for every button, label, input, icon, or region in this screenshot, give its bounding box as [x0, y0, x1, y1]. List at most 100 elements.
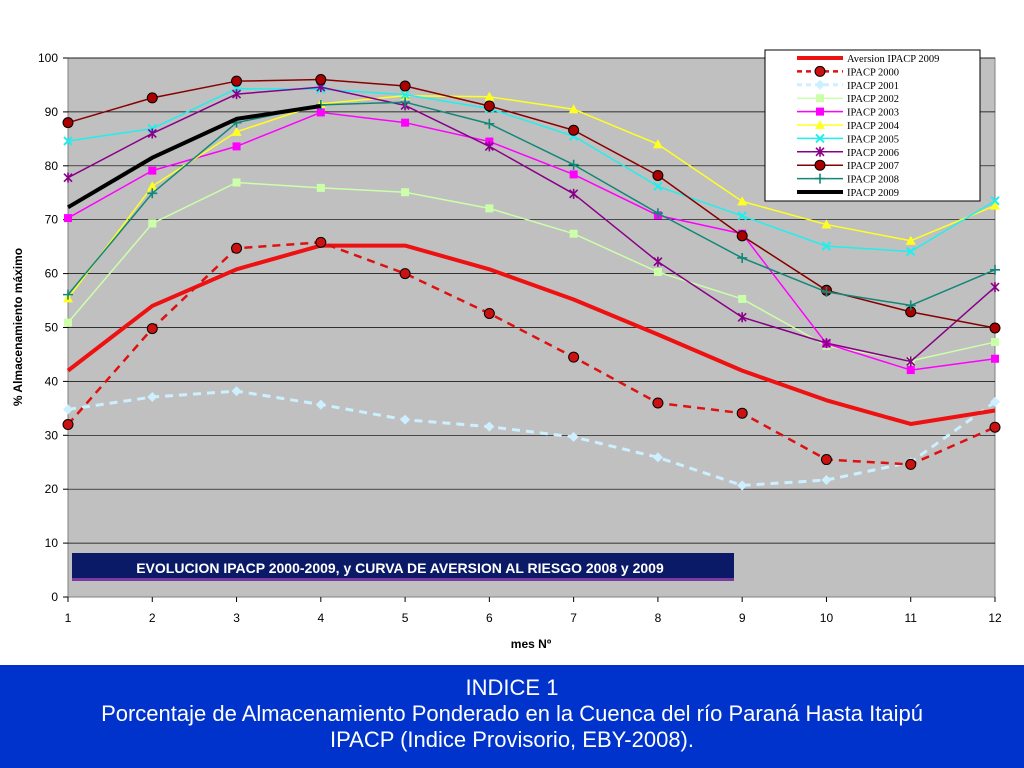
data-point [736, 407, 748, 419]
data-point [737, 480, 748, 491]
data-point [485, 204, 494, 213]
legend-marker [814, 65, 826, 77]
data-point [63, 172, 73, 183]
y-tick-label-10: 10 [45, 536, 59, 550]
data-point [146, 323, 158, 335]
data-point [316, 183, 325, 192]
data-point [315, 399, 326, 410]
legend-label: IPACP 2007 [847, 161, 899, 172]
legend-marker [815, 79, 825, 90]
data-point [821, 241, 832, 251]
x-tick-label-1: 1 [65, 611, 72, 625]
data-point [906, 356, 916, 367]
series-aversion-ipacp-2009 [66, 243, 996, 426]
data-point [652, 139, 663, 149]
series-line [67, 111, 996, 371]
x-axis-ticks: 1 2 3 4 5 6 7 8 9 10 11 12 [65, 597, 1002, 625]
legend-item: IPACP 2002 [797, 94, 899, 105]
data-point [232, 178, 241, 187]
data-point [652, 452, 663, 463]
legend-item: IPACP 2007 [797, 159, 899, 172]
series-ipacp-2004 [63, 90, 1000, 303]
series-ipacp-2000 [62, 236, 1001, 470]
data-point [231, 89, 242, 100]
chart-title-underline [72, 578, 734, 581]
data-point [399, 80, 411, 92]
legend-item: IPACP 2005 [797, 133, 899, 145]
legend-item: IPACP 2000 [797, 65, 899, 78]
legend-label: IPACP 2000 [847, 67, 899, 78]
data-point [737, 196, 748, 206]
legend-marker [815, 173, 825, 184]
data-point [62, 117, 74, 129]
series-line [67, 94, 996, 299]
x-tick-label-4: 4 [317, 611, 324, 625]
x-tick-label-12: 12 [988, 611, 1002, 625]
legend-item: IPACP 2003 [797, 107, 899, 119]
legend-label: IPACP 2004 [847, 121, 900, 132]
legend-item: IPACP 2001 [797, 79, 899, 92]
data-point [990, 396, 1000, 407]
legend-label: IPACP 2009 [847, 188, 899, 199]
series-line [66, 103, 322, 210]
data-point [990, 196, 1000, 206]
x-tick-label-9: 9 [739, 611, 746, 625]
y-tick-label-30: 30 [45, 428, 59, 442]
data-point [483, 100, 495, 112]
data-point [568, 159, 579, 170]
legend-item: IPACP 2008 [797, 173, 899, 186]
legend-item: IPACP 2009 [797, 188, 899, 199]
data-point [401, 188, 410, 197]
data-point [905, 458, 917, 470]
data-point [821, 475, 832, 486]
legend-marker [816, 94, 824, 103]
data-point [484, 141, 494, 152]
data-point [231, 386, 242, 397]
legend-label: IPACP 2005 [847, 134, 899, 145]
x-tick-label-7: 7 [570, 611, 577, 625]
data-point [738, 294, 747, 303]
legend-marker [816, 107, 824, 116]
data-point [63, 404, 73, 415]
y-tick-label-0: 0 [51, 590, 58, 604]
data-point [64, 318, 72, 327]
data-point [147, 128, 157, 139]
data-point [400, 97, 411, 108]
data-point [569, 170, 578, 179]
series-ipacp-2008 [63, 97, 1000, 311]
legend: Aversion IPACP 2009 IPACP 2000 IPACP 2001 I… [764, 49, 981, 202]
data-point [736, 230, 748, 242]
legend-label: IPACP 2002 [847, 94, 899, 105]
legend-label: Aversion IPACP 2009 [847, 54, 939, 65]
legend-label: IPACP 2006 [847, 148, 899, 159]
data-point [315, 74, 327, 86]
data-point [569, 188, 579, 199]
data-point [989, 322, 1001, 334]
data-point [568, 104, 579, 114]
data-point [653, 256, 663, 267]
series-line [67, 87, 996, 253]
legend-label: IPACP 2003 [847, 108, 899, 119]
data-point [568, 351, 580, 363]
data-point [737, 252, 748, 263]
series-line [67, 389, 996, 487]
data-point [820, 454, 832, 466]
legend-item: Aversion IPACP 2009 [797, 54, 939, 65]
data-point [652, 170, 664, 182]
caption-banner: INDICE 1 Porcentaje de Almacenamiento Po… [0, 665, 1024, 768]
legend-marker [815, 120, 825, 129]
caption-line-3: IPACP (Indice Provisorio, EBY-2008). [330, 727, 694, 752]
series-ipacp-2001 [63, 386, 1000, 491]
x-tick-label-6: 6 [486, 611, 493, 625]
data-point [62, 419, 74, 431]
data-point [484, 421, 495, 432]
x-tick-label-2: 2 [149, 611, 156, 625]
data-point [316, 108, 325, 117]
y-tick-label-80: 80 [45, 159, 59, 173]
data-point [63, 136, 73, 146]
y-tick-label-20: 20 [45, 482, 59, 496]
chart-title: EVOLUCION IPACP 2000-2009, y CURVA DE AV… [136, 560, 664, 576]
x-tick-label-8: 8 [655, 611, 662, 625]
x-axis-title: mes Nº [511, 637, 552, 651]
series-line [67, 241, 996, 466]
